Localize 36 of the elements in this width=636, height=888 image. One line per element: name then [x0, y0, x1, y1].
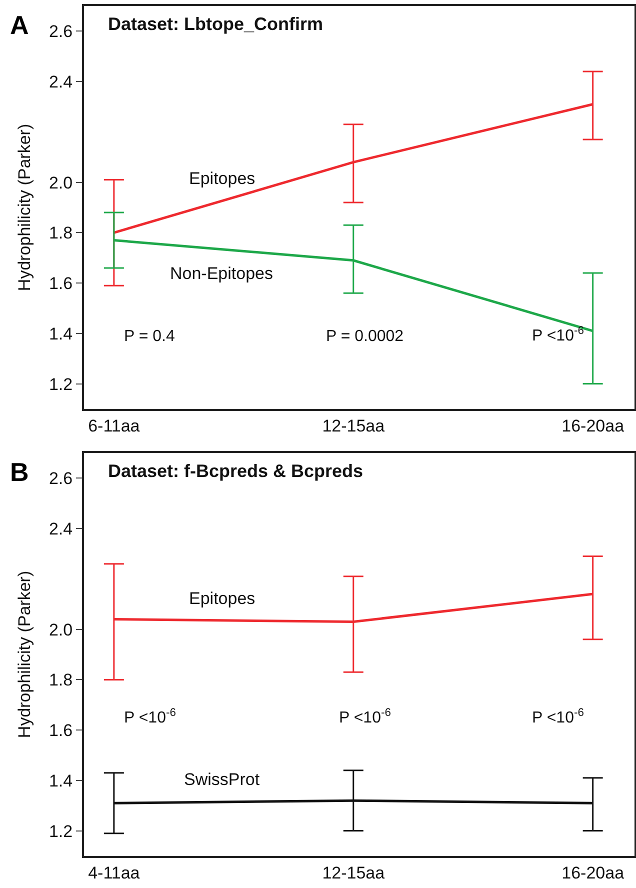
x-tick-label: 12-15aa: [322, 416, 386, 436]
y-axis-title: Hydrophilicity (Parker): [15, 570, 34, 738]
y-axis-title: Hydrophilicity (Parker): [15, 124, 34, 292]
x-tick-label: 6-11aa: [88, 416, 140, 436]
y-tick-label: 1.4: [48, 771, 73, 790]
annotation: P <10$^{-6}$: [532, 707, 584, 727]
y-tick-label: 2.6: [48, 22, 73, 42]
annotation: P <10$^{-6}$: [124, 707, 176, 727]
series-label: SwissProt: [184, 770, 260, 789]
y-tick-label: 2.0: [48, 173, 73, 192]
y-tick-label: 1.6: [48, 721, 73, 740]
text: B: [10, 457, 29, 487]
series-label: Epitopes: [189, 169, 256, 188]
y-tick-label: 1.6: [48, 274, 73, 294]
y-tick-label: 2.0: [48, 620, 73, 640]
chart-title: Dataset: f-Bcpreds & Bcpreds: [108, 461, 364, 481]
y-tick-label: 1.8: [48, 670, 73, 690]
x-tick-label: 16-20aa: [562, 863, 625, 882]
x-tick-label: 12-15aa: [322, 863, 386, 882]
y-tick-label: 1.4: [48, 324, 73, 344]
series-label: Non-Epitopes: [170, 264, 274, 283]
y-tick-label: 1.2: [48, 822, 73, 841]
text: A: [10, 10, 29, 40]
y-tick-label: 2.4: [48, 520, 73, 539]
y-tick-label: 2.4: [48, 72, 73, 92]
annotation: P <10$^{-6}$: [339, 707, 391, 727]
x-tick-label: 4-11aa: [88, 863, 140, 882]
series-label: Epitopes: [189, 589, 256, 608]
annotation: P <10$^{-6}$: [532, 325, 584, 345]
y-tick-label: 2.6: [48, 469, 73, 488]
annotation: P = 0.0002: [326, 328, 404, 345]
y-tick-label: 1.8: [48, 224, 73, 243]
annotation: P = 0.4: [124, 328, 175, 345]
x-tick-label: 16-20aa: [562, 416, 625, 436]
chart-title: Dataset: Lbtope_Confirm: [108, 14, 324, 34]
y-tick-label: 1.2: [48, 374, 73, 394]
